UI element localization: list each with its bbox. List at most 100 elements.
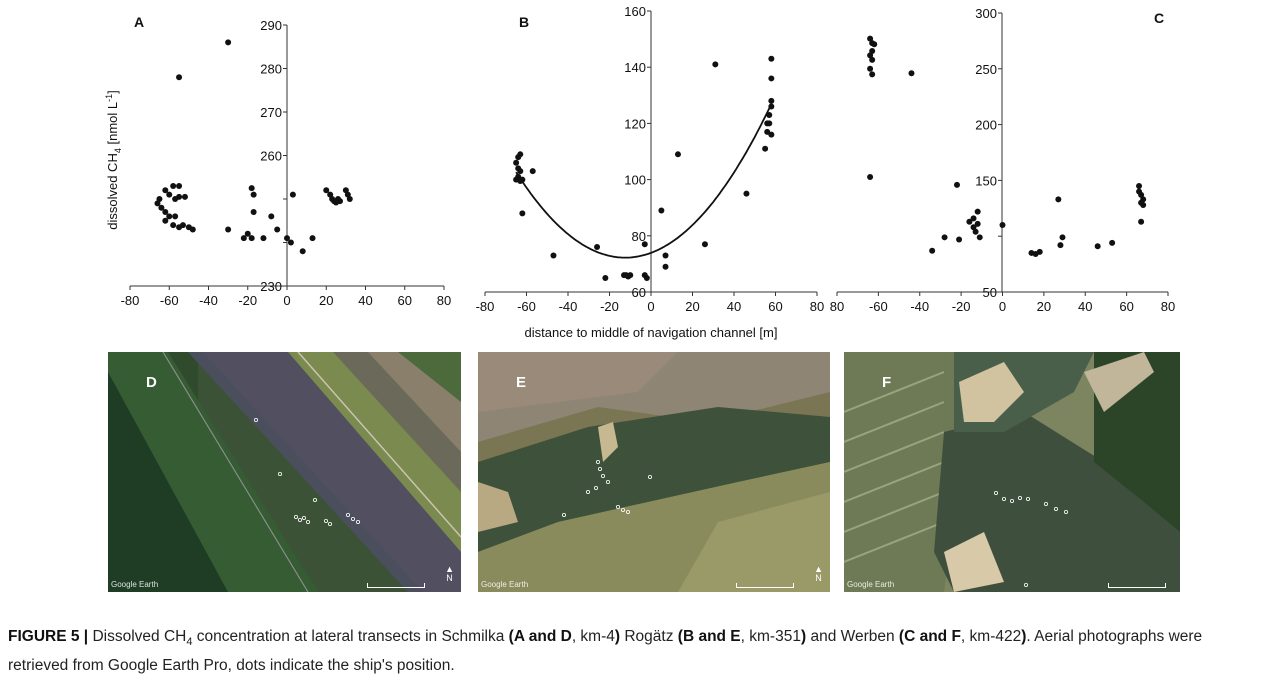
panel-a-x-tick-label: -80 (121, 293, 140, 308)
aerial-photo-e: E Google Earth ▲ N (478, 352, 830, 592)
panel-b-data-point (627, 272, 634, 279)
panel-a-data-point (154, 200, 161, 207)
panel-c-data-point (871, 41, 878, 48)
panel-b-x-tick-label: 60 (768, 299, 782, 314)
panel-a-data-point (172, 213, 179, 220)
panel-c-y-tick-label: 250 (975, 62, 997, 77)
panel-b-data-point (743, 190, 750, 197)
panel-b-data-point (529, 168, 536, 175)
panel-a-x-tick-label: 40 (358, 293, 372, 308)
panel-b-x-tick-label: -60 (517, 299, 536, 314)
north-arrow-icon: ▲ N (814, 564, 823, 583)
panel-b-y-tick-label: 120 (624, 116, 646, 131)
panel-b-data-point (712, 61, 719, 68)
caption-text: , km-351 (740, 628, 801, 645)
panel-a-scatter: -80 -60 -40 -20 0 20 40 60 80 230 260 270 280 290 Adis… (104, 14, 451, 308)
panel-c-data-point (956, 236, 963, 243)
panel-a-data-point (176, 182, 183, 189)
panel-b-y-tick-label: 160 (624, 4, 646, 19)
panel-b-data-point (662, 252, 669, 259)
panel-a-y-tick-label: 230 (260, 279, 282, 294)
panel-b-y-tick-label: 80 (632, 229, 646, 244)
aerial-photo-d: D Google Earth ▲ N (108, 352, 461, 592)
caption-text: , km-422 (960, 628, 1022, 645)
panel-a-data-point (260, 235, 267, 242)
panel-a-data-point (274, 226, 281, 233)
panel-b-x-tick-label: -20 (600, 299, 619, 314)
panel-c-scatter: 80 -60 -40 -20 0 20 40 60 80 50 150 200 250 300 C (830, 6, 1175, 314)
panel-c-data-point (908, 70, 915, 77)
caption-text: concentration at lateral transects in Sc… (192, 628, 509, 645)
panel-c-data-point (1094, 243, 1101, 250)
panel-c-data-point (970, 224, 977, 231)
panel-a-data-point (309, 235, 316, 242)
panel-b-data-point (768, 103, 775, 110)
panel-c-data-point (1138, 191, 1145, 198)
panel-a-data-point (248, 185, 255, 192)
aerial-photo-f: F Google Earth (844, 352, 1180, 592)
panel-a-data-point (299, 248, 306, 255)
panel-b-data-point (768, 55, 775, 62)
photo-f-label: F (882, 374, 892, 391)
panel-b-y-tick-label: 60 (632, 285, 646, 300)
north-arrow-icon: ▲ N (445, 564, 454, 583)
panel-b-x-tick-label: -80 (476, 299, 495, 314)
panel-b-data-point (513, 159, 520, 166)
panel-c-data-point (1138, 199, 1145, 206)
panel-b-y-tick-label: 100 (624, 173, 646, 188)
panel-a-data-point (158, 204, 165, 211)
panel-b-data-point (768, 97, 775, 104)
panel-a-data-point (162, 217, 169, 224)
caption-bold: ) (614, 628, 621, 645)
panel-b-data-point (517, 168, 524, 175)
north-arrow-label: N (446, 573, 453, 583)
panel-a-y-tick-label: 290 (260, 18, 282, 33)
panel-c-x-tick-label: -60 (869, 299, 888, 314)
panel-c-x-tick-label: -40 (910, 299, 929, 314)
panel-c-data-point (970, 215, 977, 222)
panel-c-x-tick-label: 60 (1119, 299, 1133, 314)
panel-a-x-tick-label: -60 (160, 293, 179, 308)
panel-a-data-point (176, 74, 183, 81)
y-axis-title-main: dissolved CH (105, 153, 120, 230)
panel-c-data-point (1057, 242, 1064, 249)
photo-e-credit: Google Earth (481, 580, 529, 589)
panel-a-data-point (166, 191, 173, 198)
panel-c-y-tick-label: 200 (975, 118, 997, 133)
panel-b-fit-curve (515, 103, 773, 259)
panel-b-data-point (602, 274, 609, 281)
panel-a-x-tick-label: 60 (398, 293, 412, 308)
figure-caption: FIGURE 5 | Dissolved CH4 concentration a… (8, 625, 1258, 678)
panel-a-x-tick-label: -40 (199, 293, 218, 308)
panel-a-data-point (323, 187, 330, 194)
panel-a-data-point (166, 213, 173, 220)
panel-c-data-point (1138, 218, 1145, 225)
panel-a-data-point (170, 182, 177, 189)
panel-b-data-point (519, 210, 526, 217)
caption-subscript: 4 (186, 636, 193, 649)
panel-a-data-point (287, 239, 294, 246)
panel-b-x-tick-label: 80 (810, 299, 824, 314)
y-axis-title-sup: -1 (104, 94, 114, 102)
photo-f-credit: Google Earth (847, 580, 895, 589)
panel-a-data-point (289, 191, 296, 198)
panel-a-data-point (172, 196, 179, 202)
caption-text: . Aerial photographs were retrieved from… (8, 628, 1203, 675)
caption-text: Rogätz (620, 628, 678, 645)
panel-b-data-point (768, 131, 775, 138)
panel-c-data-point (867, 52, 874, 59)
panel-c-data-point (869, 56, 876, 63)
panel-c-data-point (966, 218, 973, 225)
photo-e-label: E (516, 374, 527, 391)
panel-c-data-point (869, 47, 876, 54)
panel-b-x-tick-label: 0 (647, 299, 654, 314)
panel-b-data-point (643, 274, 650, 281)
panel-a-data-point (244, 230, 251, 237)
panel-b-x-tick-label: 40 (727, 299, 741, 314)
y-axis-title-close: ] (105, 90, 120, 94)
panel-c-data-point (1109, 239, 1116, 246)
caption-text: , km-4 (571, 628, 615, 645)
panel-a-data-point (162, 187, 169, 194)
panel-c-data-point (974, 220, 981, 227)
panel-c-x-tick-label: 20 (1037, 299, 1051, 314)
